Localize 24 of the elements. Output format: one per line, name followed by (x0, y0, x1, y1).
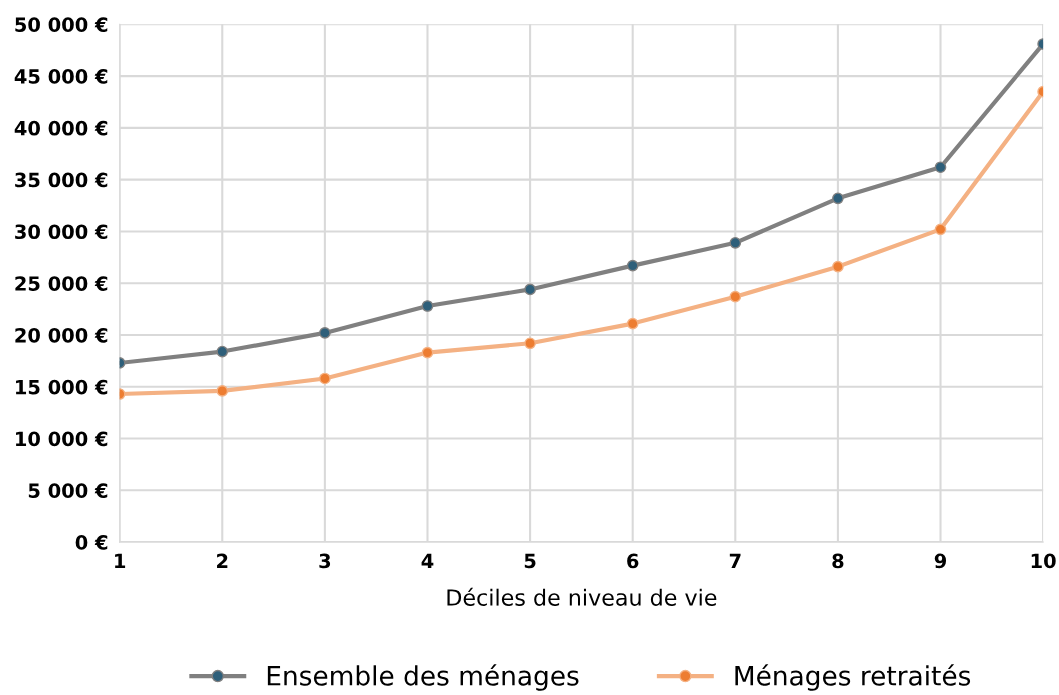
legend-label: Ensemble des ménages (267, 664, 579, 691)
x-tick-label: 2 (217, 553, 228, 568)
y-tick-label: 45 000 € (14, 69, 108, 84)
y-tick-label: 5 000 € (28, 483, 108, 498)
y-tick-label: 35 000 € (15, 172, 108, 188)
x-tick-label: 4 (421, 553, 434, 568)
x-tick-label: 5 (524, 553, 536, 569)
x-tick-label: 9 (934, 553, 947, 569)
y-tick-label: 10 000 € (16, 431, 108, 447)
x-tick-label: 10 (1031, 553, 1056, 569)
x-tick-label: 7 (729, 553, 741, 568)
y-tick-label: 25 000 € (15, 276, 108, 291)
y-tick-label: 30 000 € (15, 224, 108, 240)
x-tick-label: 8 (832, 553, 844, 569)
y-tick-label: 20 000 € (15, 327, 108, 343)
x-axis-title: Déciles de niveau de vie (447, 587, 717, 606)
y-tick-label: 15 000 € (16, 379, 108, 395)
legend-label: Ménages retraités (735, 664, 971, 691)
y-tick-label: 0 € (75, 535, 108, 550)
x-tick-label: 3 (319, 553, 331, 569)
x-tick-label: 6 (627, 553, 639, 569)
x-tick-label: 1 (115, 553, 126, 568)
y-tick-label: 50 000 € (15, 17, 108, 32)
y-tick-label: 40 000 € (14, 120, 108, 136)
